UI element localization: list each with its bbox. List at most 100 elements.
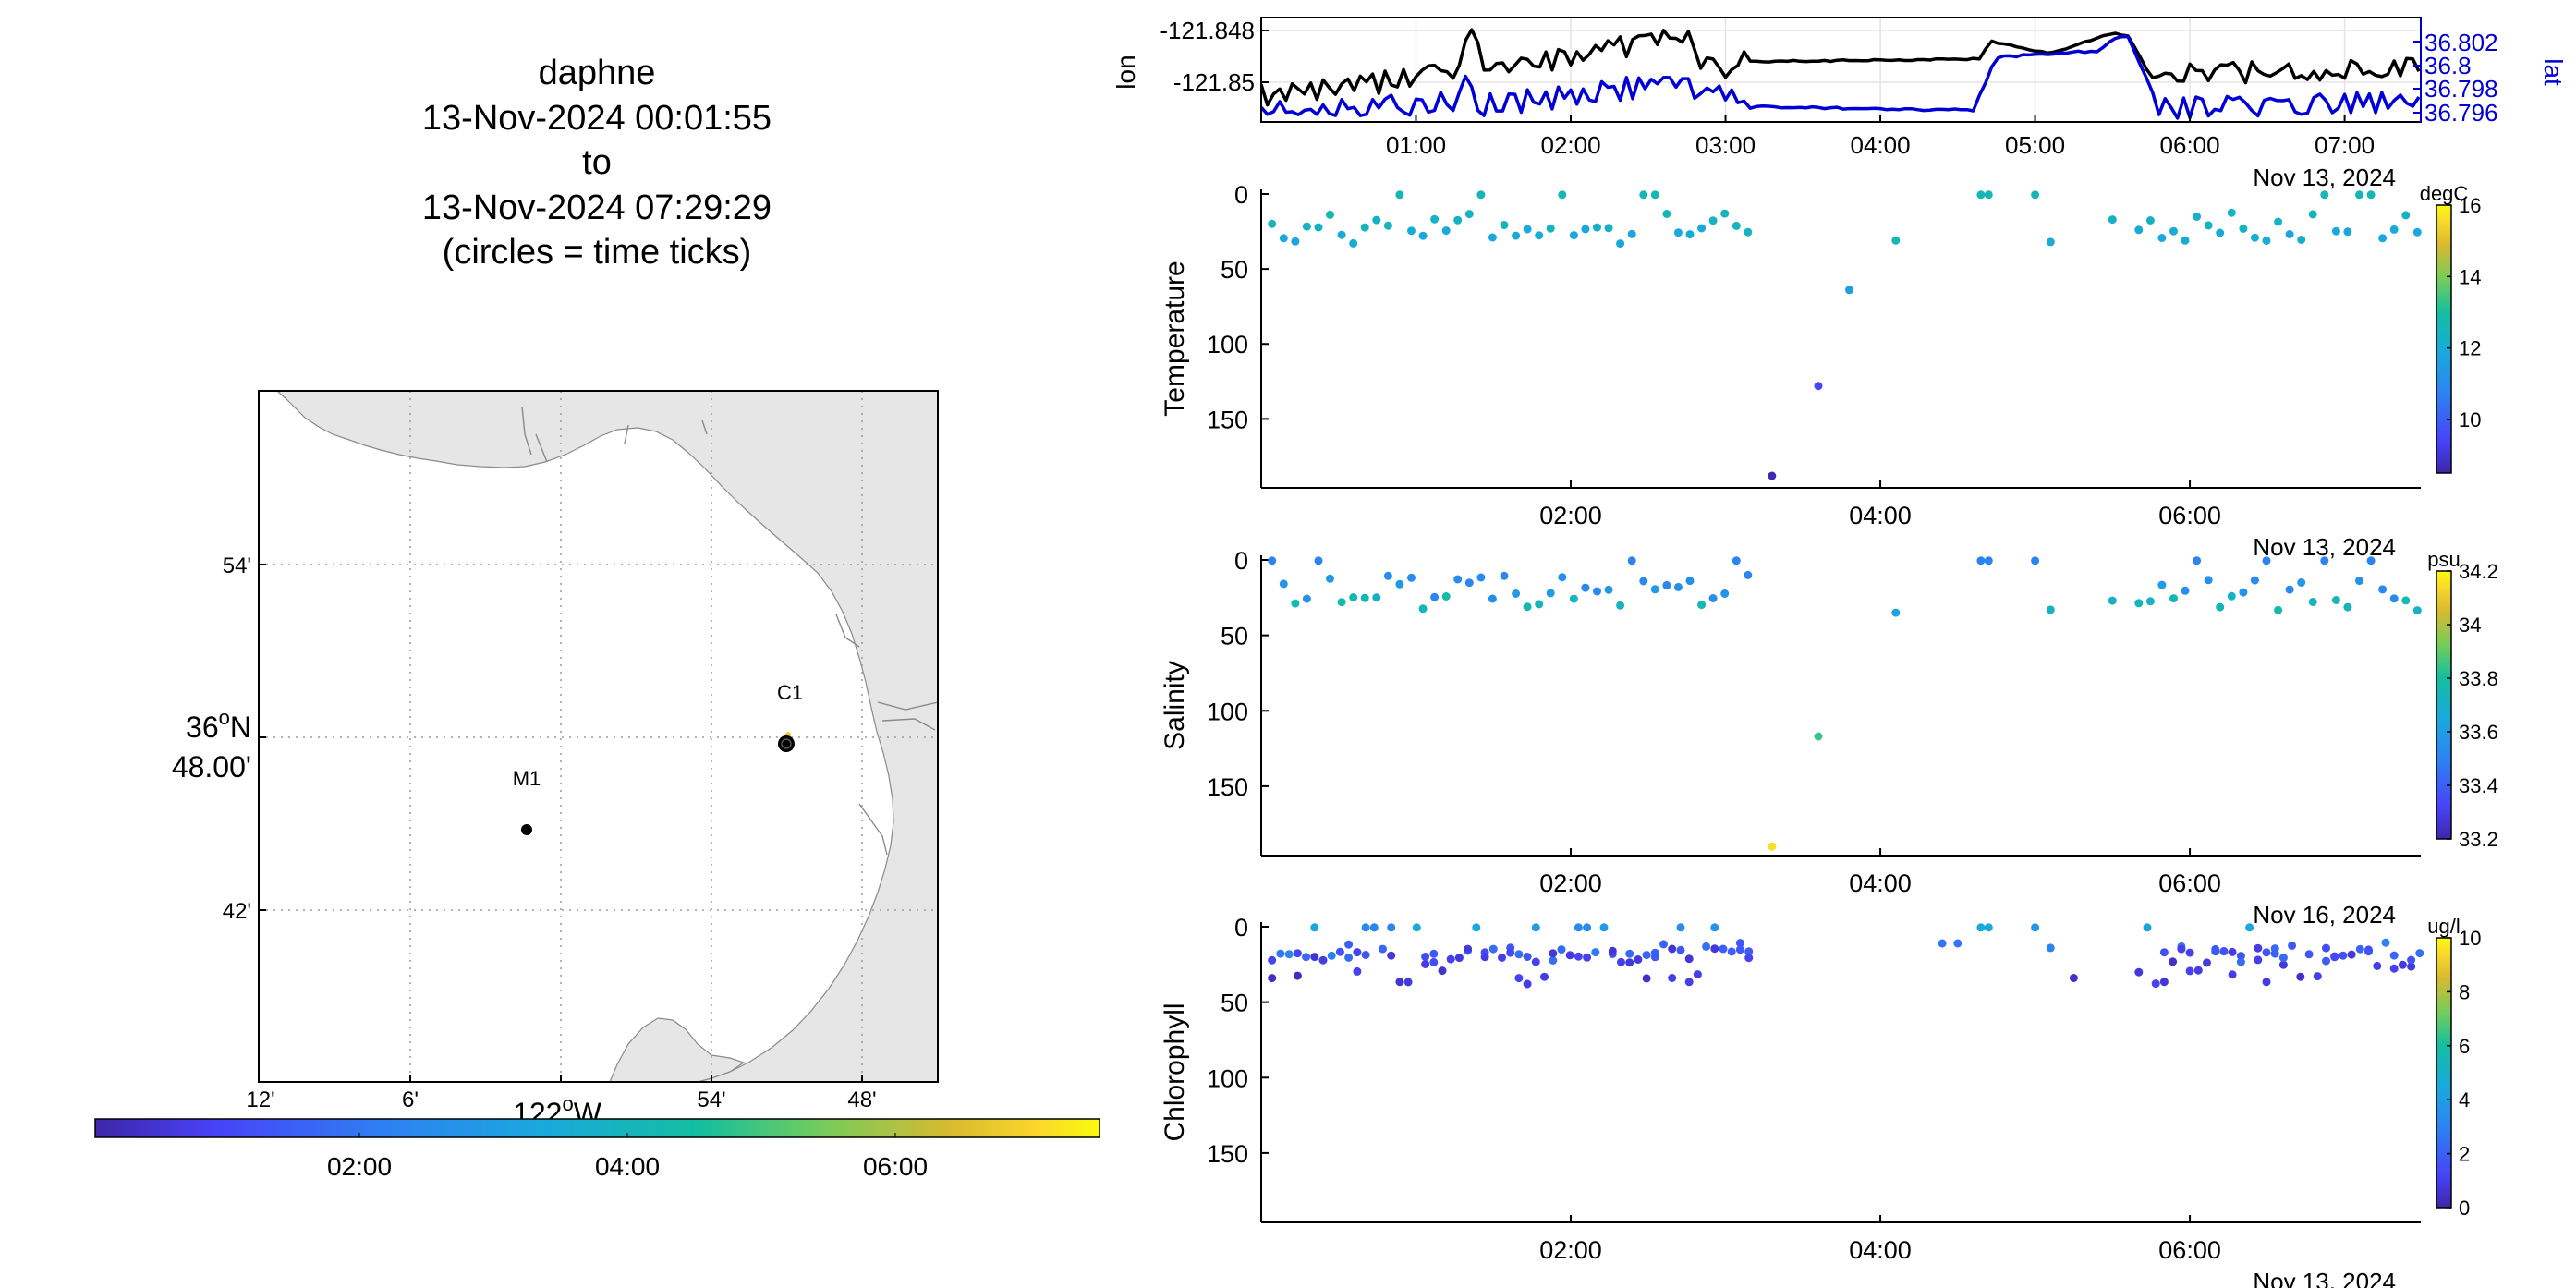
panel-x-tick: 04:00 [1849,1236,1912,1264]
data-point [2185,966,2194,976]
data-point [1625,949,1634,958]
data-point [2046,605,2055,614]
data-point [1984,190,1993,200]
data-point [1268,219,1277,228]
data-point [2245,923,2254,932]
panel-y-label: Temperature [1160,261,1190,416]
data-point [1673,582,1683,591]
data-point [1697,224,1707,233]
data-point [2407,955,2416,965]
data-point [1407,573,1416,582]
data-point [2278,954,2288,963]
data-point [2389,594,2399,603]
data-point [1361,951,1370,959]
data-point [1581,583,1590,592]
panel-y-label: Salinity [1160,661,1190,750]
data-point [2343,227,2352,237]
panel-y-tick: 150 [1207,773,1248,801]
data-point [2254,943,2263,953]
lat-tick: 36.796 [2424,99,2498,127]
data-point [1453,575,1463,584]
data-point [2046,943,2055,953]
data-point [1337,598,1346,607]
data-point [1314,223,1323,232]
data-point [1302,222,1311,231]
data-point [1407,226,1416,236]
data-point [1523,602,1532,612]
data-point [2177,944,2186,954]
data-point [1523,979,1532,989]
title-line: daphne [539,54,656,92]
data-point [1583,953,1592,962]
panel-temperature: 0 50 100 150 02:00 04:00 06:00 Temperature Nov 1… [1160,181,2481,561]
data-point [1268,556,1277,565]
time-colorbar-ticks: 02:00 04:00 06:00 [327,1133,928,1181]
data-point [2159,978,2169,987]
data-point [1574,952,1583,961]
data-point [2274,217,2283,226]
map-lat-axis: 54' 42' 36oN 48.00' [172,553,266,924]
data-point [2134,599,2144,608]
data-point [1662,580,1671,589]
data-point [2239,225,2248,233]
data-point [1488,233,1497,242]
data-point [2398,960,2407,969]
colorbar-tick: 33.2 [2459,828,2498,851]
data-point [1421,953,1430,961]
data-point [2169,957,2178,966]
lonlat-lines [1261,28,2421,120]
lonlat-chart: 01:00 02:00 03:00 04:00 05:00 06:00 07:00 -121… [1112,17,2568,191]
panel-x-tick: 02:00 [1539,1236,1602,1264]
data-point [1627,229,1636,238]
data-point [1383,571,1392,580]
data-point [1337,230,1346,239]
data-point [1546,224,1555,233]
data-point [1310,923,1319,932]
data-point [1268,974,1277,983]
panel-y-tick: 50 [1221,256,1248,284]
data-point [2193,213,2202,221]
data-point [2227,208,2236,217]
panel-y-tick: 100 [1207,1064,1248,1092]
time-colorbar-tick: 04:00 [595,1152,660,1181]
panel-y-tick: 50 [1221,623,1248,650]
data-point [2262,978,2271,987]
data-point [1744,947,1754,956]
data-point [1574,923,1583,932]
map-lat-tick: 54' [223,553,251,578]
panel-x-tick: 06:00 [2158,1236,2221,1264]
data-point [1500,221,1509,229]
data-point [2031,923,2040,932]
data-point [1387,951,1396,960]
data-point [2285,585,2294,594]
river-channels [521,406,938,856]
map-lon-tick: 48' [847,1088,876,1112]
data-point [1720,589,1730,598]
data-point [1488,594,1497,603]
data-point [2145,216,2155,225]
data-point [2274,605,2283,614]
data-point [1268,955,1277,965]
station-label: M1 [513,767,541,790]
data-point [2378,585,2388,594]
data-point [1279,234,1288,243]
panel-x-tick: 02:00 [1539,502,1602,529]
data-point [1412,923,1421,932]
data-point [1650,190,1659,200]
data-point [2297,578,2306,587]
data-point [2308,210,2317,219]
data-point [1441,226,1451,236]
colorbar-tick: 8 [2459,980,2470,1003]
data-point [2204,576,2213,585]
data-point [1727,947,1736,956]
data-point [2364,947,2373,956]
data-point [2355,190,2363,200]
data-point [1535,231,1544,240]
data-point [1353,966,1362,976]
data-point [1512,231,1521,240]
data-point [2401,211,2411,220]
data-point [1744,954,1754,963]
data-point [2145,597,2155,606]
data-point [1668,974,1677,982]
